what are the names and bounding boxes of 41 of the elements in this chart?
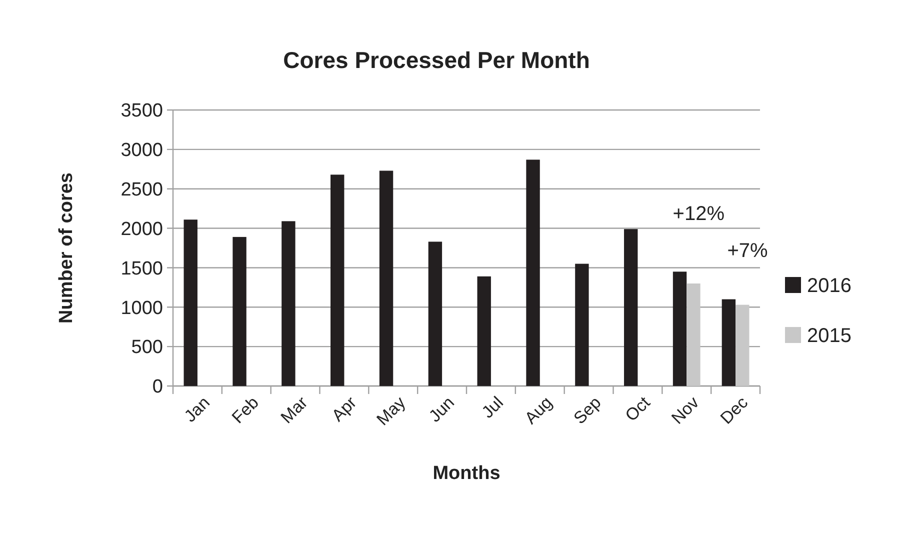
bar <box>526 160 540 386</box>
x-tick-label: Jan <box>180 393 214 426</box>
y-tick-label: 1500 <box>120 258 163 280</box>
x-tick-label: Dec <box>716 392 752 428</box>
x-tick-label: May <box>373 392 410 430</box>
x-axis-title: Months <box>432 463 500 484</box>
y-axis-title: Number of cores <box>56 172 77 324</box>
legend-label: 2016 <box>807 275 852 297</box>
bar <box>722 299 736 386</box>
chart-title: Cores Processed Per Month <box>283 47 590 73</box>
x-tick-label: Sep <box>570 393 605 428</box>
bar <box>282 221 296 386</box>
x-tick-label: Aug <box>521 393 556 428</box>
bar <box>379 170 394 386</box>
legend-label: 2015 <box>807 325 852 347</box>
annotation: +7% <box>727 240 768 262</box>
y-tick-label: 3000 <box>120 140 163 162</box>
annotation: +12% <box>672 203 725 225</box>
x-tick-label: Jun <box>425 393 458 426</box>
bar <box>428 242 442 386</box>
y-tick-label: 0 <box>152 376 163 398</box>
x-tick-label: Nov <box>668 392 704 428</box>
y-tick-label: 3500 <box>120 100 163 122</box>
x-tick-label: Oct <box>622 392 654 426</box>
y-tick-label: 2000 <box>120 218 163 240</box>
bar <box>624 229 638 386</box>
bar <box>330 174 344 386</box>
bar <box>184 220 198 386</box>
bar <box>686 283 700 386</box>
bar <box>672 272 687 386</box>
bar <box>477 276 491 386</box>
x-tick-label: Jul <box>478 393 508 422</box>
bar <box>575 264 589 386</box>
y-tick-label: 1000 <box>120 298 163 319</box>
x-tick-label: Mar <box>277 392 312 428</box>
bar <box>736 304 750 386</box>
x-tick-label: Feb <box>228 393 262 428</box>
x-tick-label: Apr <box>328 392 360 426</box>
y-tick-label: 2500 <box>120 180 163 201</box>
bar <box>232 236 246 386</box>
y-tick-label: 500 <box>131 337 163 358</box>
